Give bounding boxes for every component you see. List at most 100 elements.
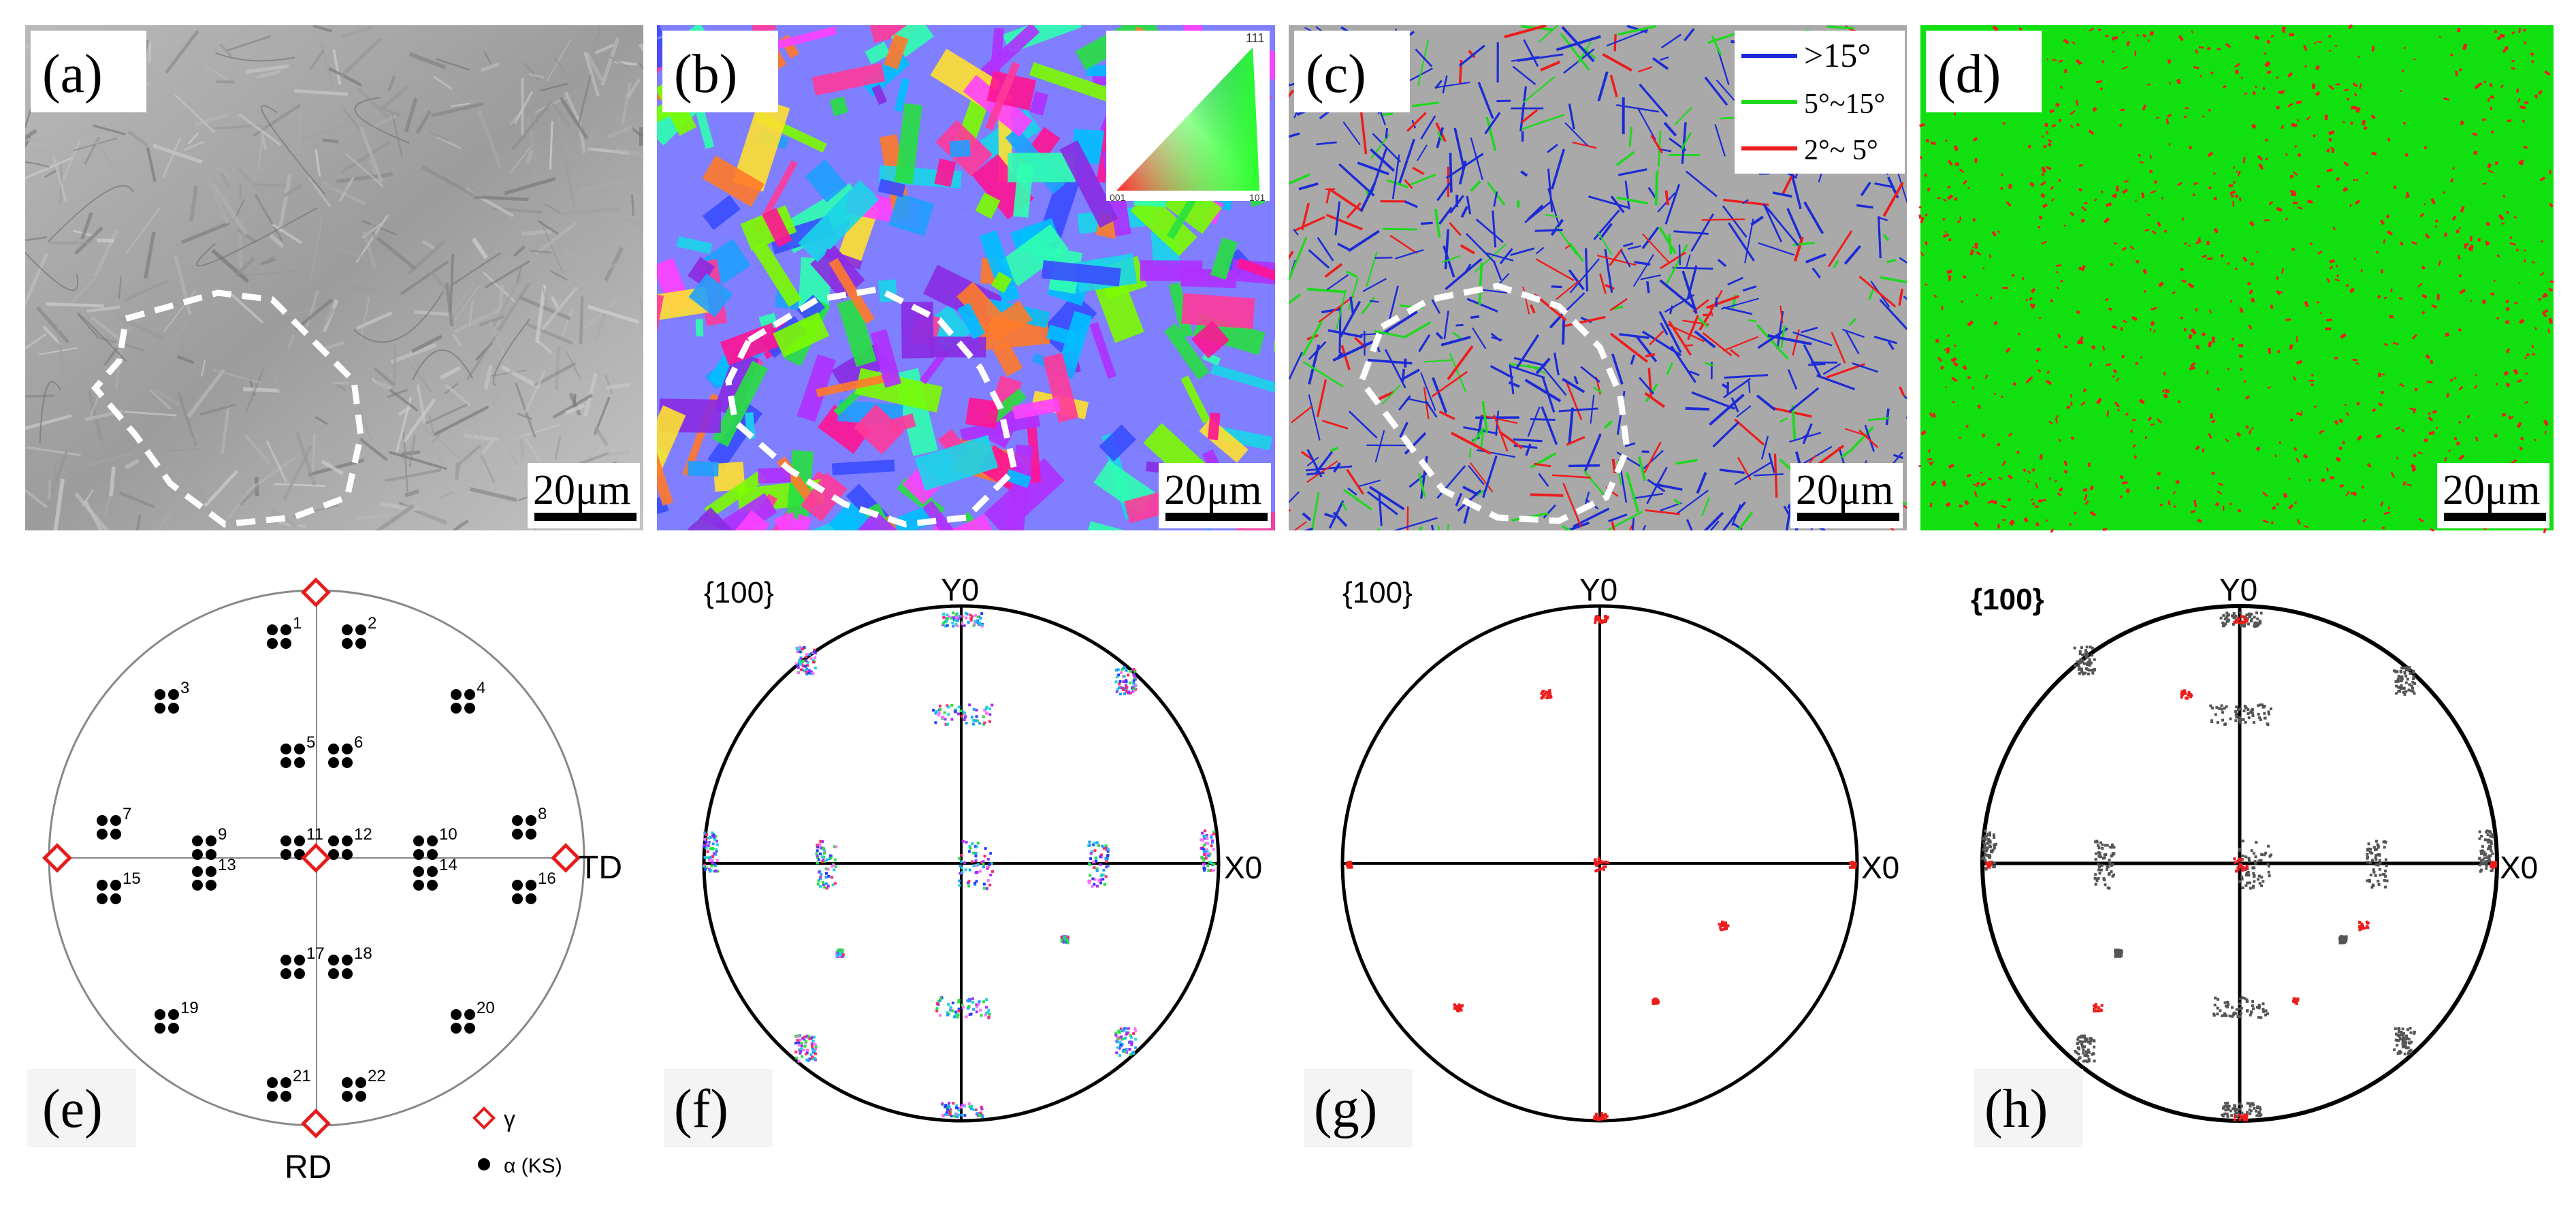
variant-number: 6 [354,733,363,752]
alpha-variant-pole [342,638,353,649]
alpha-variant-pole [280,849,291,860]
alpha-variant-pole [413,866,424,877]
y0-label-f: Y0 [941,572,979,607]
alpha-variant-pole [206,835,216,846]
x0-label-f: X0 [1224,850,1262,885]
alpha-variant-pole [280,955,291,966]
alpha-variant-pole [267,624,278,635]
y0-label-h: Y0 [2219,572,2257,607]
ipf-key-label-101: 101 [1249,192,1266,203]
alpha-variant-pole [451,703,462,714]
panel-label-b: (b) [674,44,737,104]
alpha-variant-pole [192,880,203,891]
panel-d: (d) 20μm [1918,24,2554,534]
panel-g: {100} Y0 X0 (g) [1304,572,1899,1147]
alpha-variant-pole [192,866,203,877]
alpha-variant-pole [512,829,523,840]
legend-alpha-marker [478,1158,490,1170]
variant-number: 13 [218,856,236,874]
axis-label-td: TD [579,850,622,886]
alpha-variant-pole [155,689,165,700]
boundary-texture-c [1289,25,1907,530]
alpha-variant-pole [512,880,523,891]
alpha-variant-pole [451,1023,462,1034]
alpha-variant-pole [280,744,291,754]
panel-a: (a) 20μm [25,25,643,530]
alpha-variant-pole [110,880,121,891]
alpha-variant-pole [427,849,438,860]
alpha-variant-pole [280,1077,291,1088]
alpha-variant-pole [427,880,438,891]
gamma-poles [42,577,581,1138]
variant-number: 15 [123,870,141,888]
variant-number: 19 [180,999,199,1017]
lath-texture-a [25,25,643,530]
alpha-variant-pole [328,849,339,860]
alpha-variant-pole [267,1077,278,1088]
variant-number: 8 [538,805,547,823]
legend-text-high-angle: >15° [1804,36,1871,74]
alpha-variant-pole [168,1023,179,1034]
ipf-color-key: 111 001 101 [1106,31,1270,203]
alpha-variant-pole [267,1091,278,1102]
alpha-variant-pole [355,1077,366,1088]
variant-number: 10 [439,825,457,844]
alpha-variant-pole [168,703,179,714]
alpha-variant-pole [526,880,536,891]
alpha-variant-pole [328,955,339,966]
variant-number: 5 [306,733,315,752]
alpha-variant-pole [97,880,108,891]
alpha-variant-pole [155,1023,165,1034]
alpha-variant-pole [451,689,462,700]
alpha-variant-pole [355,624,366,635]
variant-number: 7 [123,805,131,823]
plane-family-f: {100} [704,576,774,609]
plane-family-g: {100} [1342,576,1413,609]
panel-label-g: (g) [1314,1079,1377,1139]
alpha-variant-pole [110,815,121,826]
alpha-variant-pole [110,829,121,840]
alpha-variant-pole [155,1009,165,1020]
panel-label-h: (h) [1984,1079,2048,1139]
legend-alpha-label: α (KS) [504,1155,562,1177]
alpha-variant-pole [97,829,108,840]
alpha-variant-pole [110,893,121,904]
scale-label-d: 20μm [2443,467,2540,513]
pole-clusters-f [703,611,1216,1118]
variant-number: 2 [368,614,376,633]
alpha-variant-pole [280,1091,291,1102]
variant-number: 16 [538,870,556,888]
alpha-variant-pole [413,880,424,891]
alpha-variant-pole [328,757,339,768]
alpha-variant-pole [464,689,475,700]
alpha-variant-pole [413,849,424,860]
variant-number: 4 [477,679,485,697]
y0-label-g: Y0 [1579,572,1617,607]
alpha-variant-pole [427,866,438,877]
alpha-variant-pole [280,624,291,635]
prior-austenite-grain-outline-c [1357,283,1630,524]
variant-number: 11 [306,825,323,844]
variant-number: 17 [306,944,325,963]
alpha-variant-pole [342,1077,353,1088]
panel-b: (b) 111 001 101 20μm [657,25,1275,530]
alpha-variant-pole [342,968,353,979]
pole-clusters-g [1345,615,1857,1121]
panel-label-f: (f) [674,1079,728,1139]
x0-label-g: X0 [1861,850,1899,885]
alpha-variant-pole [512,893,523,904]
panel-label-a: (a) [42,44,103,104]
alpha-variant-pole [526,893,536,904]
panel-h: {100} Y0 X0 (h) [1971,572,2538,1147]
ipf-key-label-111: 111 [1246,31,1264,45]
alpha-variant-pole [451,1009,462,1020]
alpha-variant-pole [294,757,305,768]
alpha-variant-pole [464,1009,475,1020]
alpha-variant-pole [294,835,305,846]
legend-text-subgrain: 2°~ 5° [1804,135,1878,166]
variant-number: 12 [354,825,372,844]
alpha-variant-pole [464,703,475,714]
panel-label-e: (e) [42,1079,103,1139]
